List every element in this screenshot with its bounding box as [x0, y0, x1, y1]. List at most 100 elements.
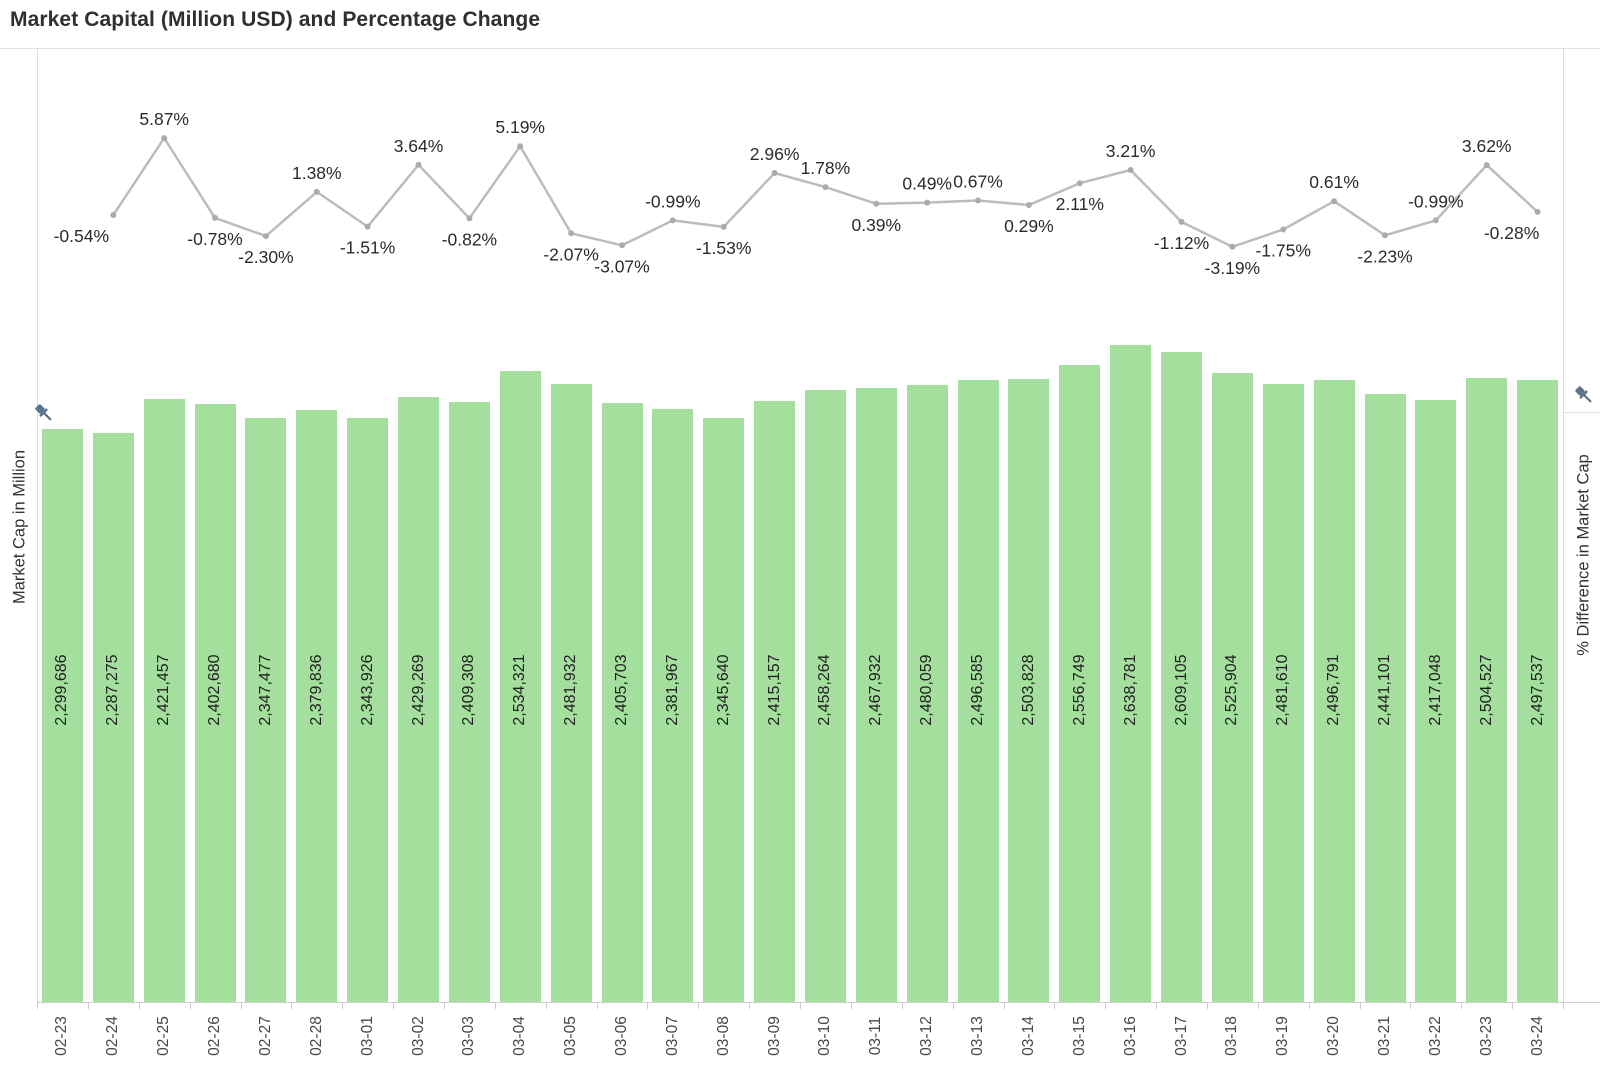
bar[interactable] — [804, 389, 846, 1002]
line-marker[interactable] — [364, 223, 371, 230]
line-marker[interactable] — [1382, 232, 1388, 239]
x-axis-date-label[interactable]: 03-07 — [663, 1016, 681, 1056]
x-axis-date-label[interactable]: 02-25 — [155, 1016, 173, 1056]
bar[interactable] — [1466, 378, 1508, 1002]
line-marker[interactable] — [1534, 208, 1541, 215]
bar[interactable] — [1415, 400, 1457, 1002]
x-axis-date-label[interactable]: 02-26 — [206, 1016, 223, 1056]
bar[interactable] — [957, 380, 999, 1002]
line-marker[interactable] — [262, 233, 269, 240]
x-axis-date-label[interactable]: 03-04 — [511, 1016, 529, 1056]
line-marker[interactable] — [1331, 198, 1338, 205]
line-marker[interactable] — [161, 135, 168, 142]
bar-value-label: 2,409,308 — [460, 654, 478, 726]
right-axis-title: % Difference in Market Cap — [1574, 454, 1593, 656]
line-marker[interactable] — [1025, 202, 1032, 208]
x-axis-date-label[interactable]: 03-22 — [1426, 1016, 1444, 1056]
pct-value-label: -0.99% — [1408, 191, 1463, 211]
x-axis-date-label[interactable]: 03-08 — [714, 1016, 732, 1056]
x-axis-date-label[interactable]: 03-06 — [613, 1016, 630, 1056]
line-marker[interactable] — [1432, 217, 1439, 224]
bar[interactable] — [1059, 365, 1101, 1002]
line-marker[interactable] — [110, 212, 117, 218]
x-axis-date-label[interactable]: 03-17 — [1172, 1016, 1190, 1056]
x-axis-date-label[interactable]: 03-09 — [765, 1016, 783, 1056]
line-marker[interactable] — [720, 223, 727, 230]
bar[interactable] — [347, 418, 389, 1002]
bar[interactable] — [398, 397, 439, 1002]
bar[interactable] — [92, 432, 134, 1002]
bar[interactable] — [143, 399, 185, 1002]
x-axis-date-label[interactable]: 02-28 — [307, 1016, 325, 1056]
line-marker[interactable] — [619, 242, 625, 249]
line-marker[interactable] — [1229, 243, 1236, 250]
bar[interactable] — [1161, 352, 1202, 1002]
bar-value-label: 2,467,932 — [867, 654, 885, 726]
bar[interactable] — [906, 384, 948, 1002]
bar[interactable] — [601, 403, 643, 1002]
bar[interactable] — [855, 387, 897, 1002]
line-marker[interactable] — [313, 188, 320, 195]
line-marker[interactable] — [1178, 218, 1185, 225]
bar[interactable] — [41, 429, 83, 1002]
bar[interactable] — [296, 409, 338, 1002]
bar[interactable] — [1364, 394, 1406, 1002]
x-axis-date-label[interactable]: 02-23 — [53, 1016, 71, 1056]
bar[interactable] — [652, 408, 694, 1002]
bar[interactable] — [754, 400, 796, 1002]
line-marker[interactable] — [466, 215, 473, 222]
line-marker[interactable] — [212, 214, 218, 221]
line-marker[interactable] — [517, 143, 524, 150]
line-marker[interactable] — [1076, 180, 1083, 187]
x-axis-date-label[interactable]: 03-02 — [409, 1016, 427, 1056]
x-axis-date-label[interactable]: 03-24 — [1528, 1016, 1546, 1056]
bar[interactable] — [550, 384, 592, 1002]
x-axis-date-label[interactable]: 03-21 — [1376, 1016, 1393, 1056]
axis-tick — [545, 1003, 547, 1009]
x-axis-date-label[interactable]: 03-15 — [1070, 1016, 1088, 1056]
pushpin-icon[interactable] — [33, 402, 55, 424]
x-axis-date-label[interactable]: 03-03 — [460, 1016, 478, 1056]
bar[interactable] — [1110, 345, 1152, 1002]
line-marker[interactable] — [975, 197, 981, 204]
bar[interactable] — [499, 371, 541, 1002]
x-axis-date-label[interactable]: 03-14 — [1019, 1016, 1037, 1056]
bar[interactable] — [448, 402, 490, 1002]
x-axis-date-label[interactable]: 03-12 — [918, 1016, 936, 1056]
pushpin-icon[interactable] — [1573, 384, 1595, 406]
x-axis-date-label[interactable]: 03-01 — [358, 1016, 376, 1056]
bar[interactable] — [703, 418, 745, 1002]
line-marker[interactable] — [1127, 167, 1134, 173]
bar[interactable] — [1211, 373, 1253, 1002]
axis-tick — [393, 1003, 395, 1009]
x-axis-date-label[interactable]: 03-16 — [1121, 1016, 1139, 1056]
x-axis-date-label[interactable]: 02-27 — [256, 1016, 274, 1056]
x-axis-date-label[interactable]: 03-11 — [867, 1016, 885, 1056]
bar[interactable] — [194, 403, 236, 1002]
line-marker[interactable] — [415, 161, 422, 168]
x-axis-date-label[interactable]: 03-19 — [1274, 1016, 1292, 1056]
line-marker[interactable] — [1280, 226, 1287, 233]
title-divider — [0, 48, 1600, 49]
line-marker[interactable] — [1483, 162, 1490, 169]
bar[interactable] — [1008, 378, 1050, 1002]
line-marker[interactable] — [771, 170, 778, 176]
x-axis-date-label[interactable]: 03-05 — [562, 1016, 580, 1056]
line-marker[interactable] — [924, 199, 931, 206]
line-marker[interactable] — [669, 217, 676, 224]
x-axis-date-label[interactable]: 03-18 — [1223, 1016, 1241, 1056]
line-marker[interactable] — [822, 184, 829, 191]
line-marker[interactable] — [568, 230, 575, 237]
x-axis-date-label[interactable]: 03-13 — [969, 1016, 986, 1056]
bar[interactable] — [1262, 384, 1304, 1002]
x-axis-date-label[interactable]: 02-24 — [104, 1016, 122, 1056]
x-axis-date-label[interactable]: 03-20 — [1325, 1016, 1343, 1056]
bar[interactable] — [1517, 380, 1559, 1002]
bar-value-label: 2,534,321 — [511, 654, 529, 726]
bar[interactable] — [245, 417, 287, 1002]
x-axis-date-label[interactable]: 03-23 — [1477, 1016, 1495, 1056]
axis-tick — [1206, 1003, 1208, 1009]
line-marker[interactable] — [873, 200, 880, 207]
bar[interactable] — [1313, 380, 1355, 1002]
x-axis-date-label[interactable]: 03-10 — [816, 1016, 834, 1056]
